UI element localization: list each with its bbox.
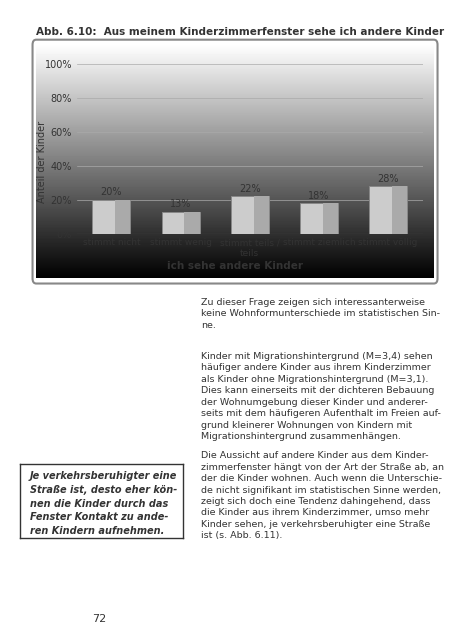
Text: 72: 72 — [92, 614, 106, 624]
Bar — [115, 200, 130, 234]
Bar — [368, 186, 406, 234]
Text: 22%: 22% — [239, 184, 260, 194]
Text: 28%: 28% — [377, 173, 398, 184]
Bar — [92, 200, 130, 234]
Bar — [253, 196, 268, 234]
Text: ich sehe andere Kinder: ich sehe andere Kinder — [167, 260, 302, 271]
Bar — [391, 186, 406, 234]
Bar — [230, 196, 268, 234]
Bar — [161, 212, 199, 234]
Text: Zu dieser Frage zeigen sich interessanterweise
keine Wohnformunterschiede im sta: Zu dieser Frage zeigen sich interessante… — [201, 298, 439, 330]
Text: 20%: 20% — [101, 187, 122, 197]
Text: 13%: 13% — [170, 199, 191, 209]
Bar — [322, 203, 337, 234]
Text: Kinder mit Migrationshintergrund (M=3,4) sehen
häufiger andere Kinder aus ihrem : Kinder mit Migrationshintergrund (M=3,4)… — [201, 352, 440, 441]
Text: Abb. 6.10:  Aus meinem Kinderzimmerfenster sehe ich andere Kinder: Abb. 6.10: Aus meinem Kinderzimmerfenste… — [36, 27, 443, 37]
Text: Anteil der Kinder: Anteil der Kinder — [37, 120, 46, 203]
Text: Die Aussicht auf andere Kinder aus dem Kinder-
zimmerfenster hängt von der Art d: Die Aussicht auf andere Kinder aus dem K… — [201, 451, 443, 540]
Bar — [184, 212, 199, 234]
Bar — [299, 203, 337, 234]
Text: 18%: 18% — [308, 191, 329, 200]
Text: Je verkehrsberuhigter eine
Straße ist, desto eher kön-
nen die Kinder durch das
: Je verkehrsberuhigter eine Straße ist, d… — [30, 472, 177, 536]
